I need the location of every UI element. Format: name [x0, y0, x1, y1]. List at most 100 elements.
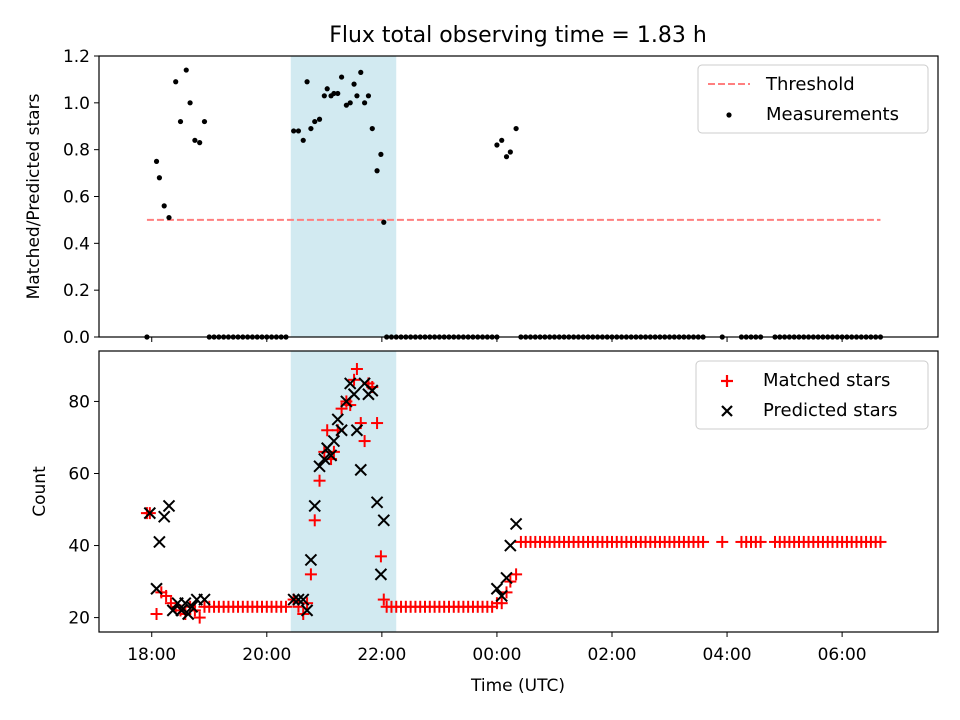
- measurement-point: [300, 137, 306, 143]
- measurement-point: [374, 168, 380, 174]
- predicted-star-point: [366, 384, 379, 397]
- ratio-panel: 0.0 0.2 0.4 0.6 0.8 1.0 1.2 Matched/Predicted …: [24, 47, 939, 348]
- predicted-star-point: [308, 499, 321, 513]
- predicted-star-point: [297, 593, 310, 606]
- predicted-star-point: [292, 593, 305, 606]
- predicted-star-point: [181, 607, 195, 621]
- matched-star-point: [198, 600, 211, 613]
- measurement-point: [192, 137, 198, 143]
- matched-star-point: [697, 535, 710, 548]
- measurement-point: [381, 219, 387, 225]
- predicted-star-point: [331, 413, 344, 426]
- predicted-star-point: [175, 604, 188, 617]
- predicted-star-point: [350, 424, 364, 437]
- matched-star-point: [371, 417, 384, 430]
- ratio-panel-frame: [98, 55, 939, 338]
- predicted-legend-swatch: [721, 405, 733, 417]
- matched-star-point: [350, 363, 363, 376]
- count-ytick-label: 40: [68, 537, 90, 557]
- predicted-star-point: [335, 424, 348, 437]
- matched-star-point: [874, 535, 887, 548]
- measurement-point: [177, 118, 184, 125]
- measurement-point: [331, 90, 337, 97]
- predicted-star-point: [300, 604, 314, 617]
- count-xtick-label: 18:00: [127, 645, 176, 665]
- predicted-star-point: [287, 593, 300, 606]
- count-legend: Matched stars Predicted stars: [695, 360, 929, 430]
- predicted-star-point: [504, 539, 517, 552]
- measurement-point: [358, 69, 364, 75]
- matched-star-point: [304, 568, 317, 581]
- predicted-star-point: [509, 517, 523, 531]
- measurement-point: [304, 79, 310, 85]
- ratio-ytick-label: 0.6: [63, 188, 90, 208]
- measurement-point: [499, 137, 505, 143]
- predicted-star-point: [157, 510, 171, 523]
- predicted-star-point: [198, 593, 211, 606]
- count-legend-box: [695, 360, 929, 430]
- count-xtick-label: 20:00: [242, 645, 291, 665]
- measurement-point: [513, 125, 519, 132]
- predicted-star-point: [344, 377, 357, 390]
- predicted-star-point: [495, 589, 508, 603]
- measurement-point: [351, 81, 357, 87]
- predicted-star-point: [143, 506, 157, 520]
- matched-star-point: [279, 600, 292, 613]
- measurement-point: [354, 93, 360, 99]
- measurement-point: [507, 149, 513, 155]
- measurement-point: [183, 67, 189, 73]
- predicted-star-point: [153, 535, 166, 549]
- matched-star-point: [377, 593, 390, 606]
- measurement-point: [378, 151, 384, 157]
- predicted-star-point: [490, 582, 504, 595]
- predicted-star-point: [162, 499, 176, 513]
- measurement-point: [173, 79, 179, 85]
- predicted-star-point: [374, 568, 388, 581]
- measurement-point: [316, 116, 323, 122]
- chart-title: Flux total observing time = 1.83 h: [329, 23, 707, 48]
- measurement-point: [343, 102, 349, 108]
- measurement-point: [308, 125, 314, 132]
- matched-star-point: [193, 611, 206, 624]
- measurement-point: [295, 128, 302, 134]
- count-xtick-label: 00:00: [472, 645, 521, 665]
- matched-star-point: [358, 435, 371, 448]
- matched-star-point: [160, 589, 173, 602]
- matched-star-point: [510, 568, 523, 581]
- predicted-star-point: [179, 596, 192, 610]
- measurements-legend-label: Measurements: [766, 104, 899, 125]
- count-ytick-label: 80: [68, 392, 90, 412]
- ratio-ylabel: Matched/Predicted stars: [24, 93, 44, 299]
- matched-legend-swatch: [721, 375, 733, 387]
- predicted-star-point: [370, 496, 384, 509]
- ratio-legend: Threshold Measurements: [697, 64, 929, 134]
- measurement-point: [324, 86, 330, 92]
- count-xlabel: Time (UTC): [470, 676, 565, 696]
- threshold-legend-label: Threshold: [765, 74, 855, 95]
- matched-star-point: [495, 597, 508, 610]
- measurement-point: [365, 93, 372, 99]
- ratio-ytick-label: 1.0: [63, 94, 90, 114]
- ratio-legend-box: [697, 64, 929, 134]
- matched-star-point: [716, 535, 729, 548]
- ratio-ytick-label: 0.8: [63, 141, 90, 161]
- matched-star-point: [754, 535, 767, 548]
- measurement-point: [494, 142, 500, 148]
- count-xtick-label: 06:00: [818, 645, 867, 665]
- count-highlight-span: [290, 351, 397, 632]
- matched-star-point: [374, 550, 387, 563]
- predicted-star-point: [354, 463, 367, 477]
- predicted-star-point: [304, 553, 318, 567]
- measurement-point: [187, 100, 193, 106]
- matched-star-point: [308, 514, 321, 527]
- ratio-ytick-label: 1.2: [63, 47, 90, 67]
- measurement-point: [153, 158, 160, 164]
- matched-star-point: [313, 474, 326, 487]
- count-xtick-label: 02:00: [587, 645, 636, 665]
- matched-star-point: [150, 607, 163, 620]
- measurement-point: [503, 154, 510, 160]
- measurement-point: [369, 125, 375, 132]
- count-ytick-label: 60: [68, 464, 90, 484]
- predicted-legend-label: Predicted stars: [763, 400, 897, 421]
